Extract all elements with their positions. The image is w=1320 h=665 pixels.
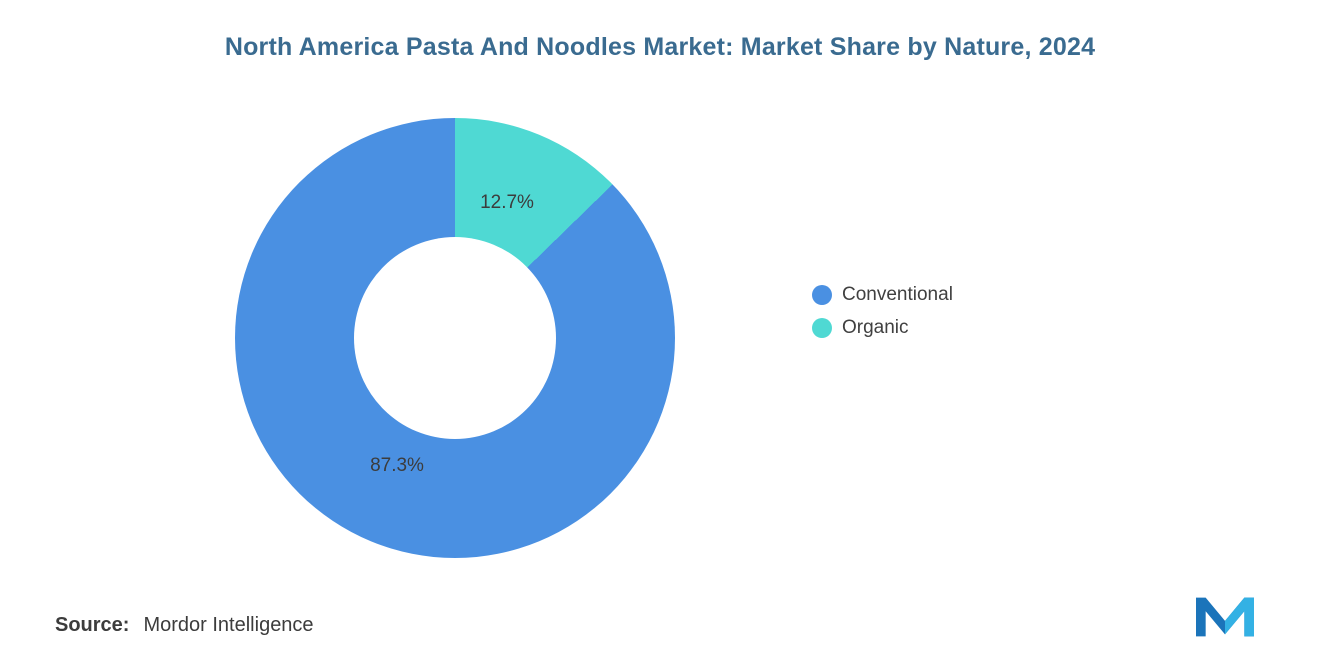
legend-dot-conventional <box>812 285 832 305</box>
donut-chart: 12.7% 87.3% <box>235 118 675 558</box>
slice-label-organic: 12.7% <box>480 192 534 213</box>
legend-label-conventional: Conventional <box>842 284 953 305</box>
slice-label-conventional: 87.3% <box>370 455 424 476</box>
donut-hole <box>354 237 556 439</box>
mordor-logo-m-icon <box>1196 597 1254 637</box>
legend-label-organic: Organic <box>842 317 909 338</box>
chart-legend: Conventional Organic <box>812 284 953 339</box>
legend-item-organic: Organic <box>812 317 953 339</box>
legend-dot-organic <box>812 318 832 338</box>
chart-title: North America Pasta And Noodles Market: … <box>224 33 1096 61</box>
source-text: Mordor Intelligence <box>143 614 314 636</box>
legend-item-conventional: Conventional <box>812 284 953 306</box>
source-line: Source: Mordor Intelligence <box>55 614 314 637</box>
source-label: Source: <box>55 614 130 636</box>
mordor-intelligence-logo <box>1196 596 1254 638</box>
